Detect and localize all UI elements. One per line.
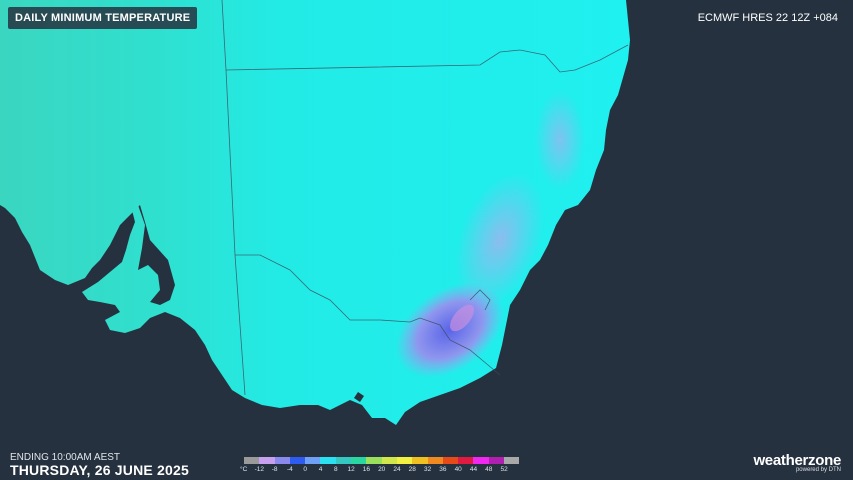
legend-tick-label: 20	[378, 466, 386, 473]
legend-labels: -12 -8 -4 0 4 8 12 16 20 24 28 32 36 40 44 48 52	[244, 466, 519, 476]
legend-swatch	[396, 457, 413, 464]
legend-tick-label: 40	[454, 466, 462, 473]
legend-swatch	[458, 457, 474, 464]
weatherzone-logo[interactable]: weatherzone powered by DTN	[753, 452, 841, 473]
cold-zone-north	[535, 90, 585, 190]
legend-swatch	[274, 457, 290, 464]
state-borders	[221, 0, 629, 396]
map-title: DAILY MINIMUM TEMPERATURE	[8, 7, 198, 29]
legend-color-bar	[244, 457, 520, 464]
legend-swatch	[412, 457, 428, 464]
legend-swatch	[244, 457, 260, 464]
ending-label: ENDING 10:00AM AEST	[10, 452, 121, 463]
legend-tick-label: -8	[271, 466, 278, 473]
legend-unit: °C	[240, 466, 248, 473]
legend-swatch	[351, 457, 367, 464]
temperature-legend: -12 -8 -4 0 4 8 12 16 20 24 28 32 36 40 44 48 52	[244, 457, 520, 479]
brand-sub: powered by DTN	[795, 467, 841, 473]
legend-tick-label: 12	[347, 466, 355, 473]
legend-swatch	[366, 457, 382, 464]
legend-tick-label: 8	[333, 466, 338, 473]
cold-core	[450, 304, 474, 332]
brand-name: weatherzone	[753, 452, 841, 469]
bass-strait-islands	[354, 392, 364, 402]
cold-zone-tablelands	[455, 172, 545, 308]
legend-tick-label: 36	[439, 466, 447, 473]
legend-tick-label: 32	[423, 466, 432, 473]
legend-tick-label: -4	[287, 466, 293, 473]
legend-swatch	[305, 457, 321, 464]
legend-swatch	[427, 457, 443, 464]
model-run-label: ECMWF HRES 22 12Z +084	[690, 7, 845, 29]
legend-tick-label: 0	[303, 466, 307, 473]
legend-tick-label: 28	[408, 466, 416, 473]
legend-swatch	[442, 457, 459, 464]
legend-swatch	[381, 457, 397, 464]
legend-tick-label: 48	[485, 466, 493, 473]
legend-tick-label: 52	[500, 466, 508, 473]
legend-tick-label: 44	[469, 466, 478, 473]
legend-swatch	[289, 457, 306, 464]
forecast-date: THURSDAY, 26 JUNE 2025	[10, 462, 189, 478]
legend-swatch	[504, 457, 520, 464]
legend-swatch	[473, 457, 489, 464]
legend-swatch	[259, 457, 275, 464]
legend-tick-label: -12	[254, 466, 264, 473]
legend-tick-label: 16	[362, 466, 371, 473]
legend-swatch	[320, 457, 336, 464]
legend-swatch	[335, 457, 352, 464]
cold-zone-alps	[395, 282, 505, 378]
legend-tick-label: 4	[318, 466, 323, 473]
legend-swatch	[488, 457, 505, 464]
legend-tick-label: 24	[393, 466, 401, 473]
